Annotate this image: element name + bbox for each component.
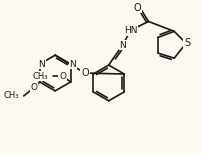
Text: N: N bbox=[119, 41, 126, 50]
Text: O: O bbox=[134, 2, 141, 13]
Text: CH₃: CH₃ bbox=[3, 91, 19, 100]
Text: N: N bbox=[38, 60, 45, 69]
Text: CH₃: CH₃ bbox=[32, 71, 48, 80]
Text: O: O bbox=[81, 68, 89, 78]
Text: O: O bbox=[30, 83, 37, 92]
Text: S: S bbox=[184, 38, 190, 48]
Text: HN: HN bbox=[124, 26, 137, 35]
Text: O: O bbox=[59, 71, 66, 80]
Text: N: N bbox=[69, 60, 76, 69]
